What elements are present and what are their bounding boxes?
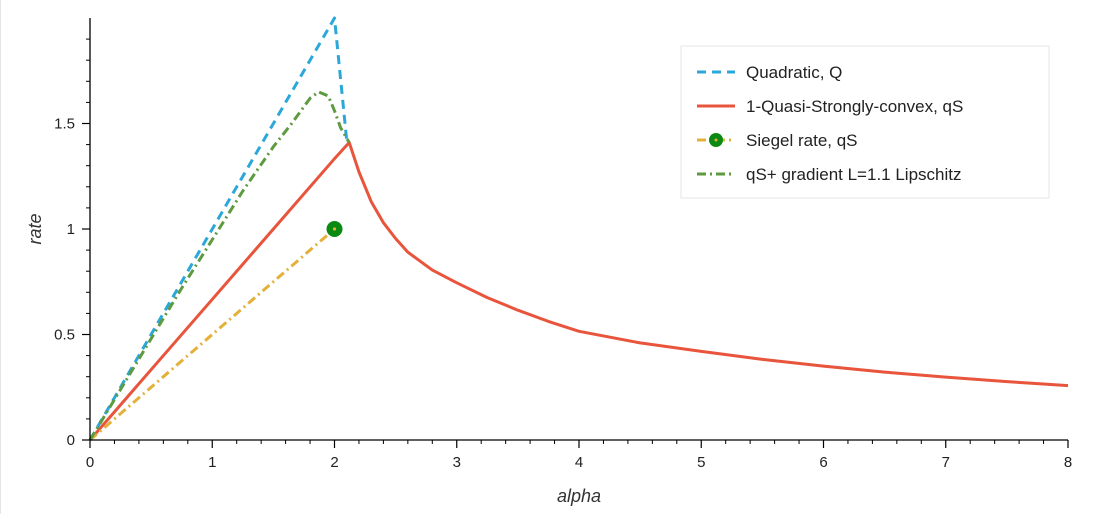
- y-axis-ticks: 0 0.5 1 1.5: [54, 38, 90, 449]
- series-line-qs-gradient-l-1-1-lipschitz: [88, 90, 351, 441]
- x-tick-label: 5: [697, 454, 705, 471]
- legend-box: [680, 45, 1050, 199]
- legend-label-qs-gradient-l-1-1-lipschitz: qS+ gradient L=1.1 Lipschitz: [746, 165, 961, 184]
- y-axis-title: rate: [25, 213, 45, 244]
- x-tick-label: 0: [86, 454, 94, 471]
- x-axis-title: alpha: [557, 486, 601, 506]
- data-point-marker-center-0: [332, 227, 337, 231]
- series-line-siegel-rate-qs: [89, 227, 336, 442]
- legend-label-quadratic-q: Quadratic, Q: [746, 63, 842, 82]
- y-tick-label: 0: [67, 432, 75, 449]
- x-tick-label: 8: [1064, 454, 1072, 471]
- y-tick-label: 1: [67, 221, 75, 238]
- legend-label-1-quasi-strongly-convex-qs: 1-Quasi-Strongly-convex, qS: [746, 97, 963, 116]
- y-tick-label: 0.5: [54, 327, 75, 344]
- y-tick-label: 1.5: [54, 116, 75, 133]
- series-line-quadratic-q: [88, 16, 349, 441]
- axes-layer: 0 1 2 3 4 5 6 7 8 0 0.5 1 1.5 alpha rate: [25, 18, 1072, 506]
- x-tick-label: 2: [330, 454, 338, 471]
- legend-marker-center: [714, 138, 718, 142]
- x-tick-label: 1: [208, 454, 216, 471]
- legend-label-siegel-rate-qs: Siegel rate, qS: [746, 131, 858, 150]
- x-tick-label: 4: [575, 454, 583, 471]
- series-layer: [88, 16, 1069, 442]
- x-tick-label: 6: [819, 454, 827, 471]
- x-axis-ticks: 0 1 2 3 4 5 6 7 8: [86, 440, 1072, 471]
- x-tick-label: 3: [453, 454, 461, 471]
- x-tick-label: 7: [942, 454, 950, 471]
- series-line-1-quasi-strongly-convex-qs: [88, 141, 1069, 441]
- legend: Quadratic, Q 1-Quasi-Strongly-convex, qS S…: [680, 45, 1050, 199]
